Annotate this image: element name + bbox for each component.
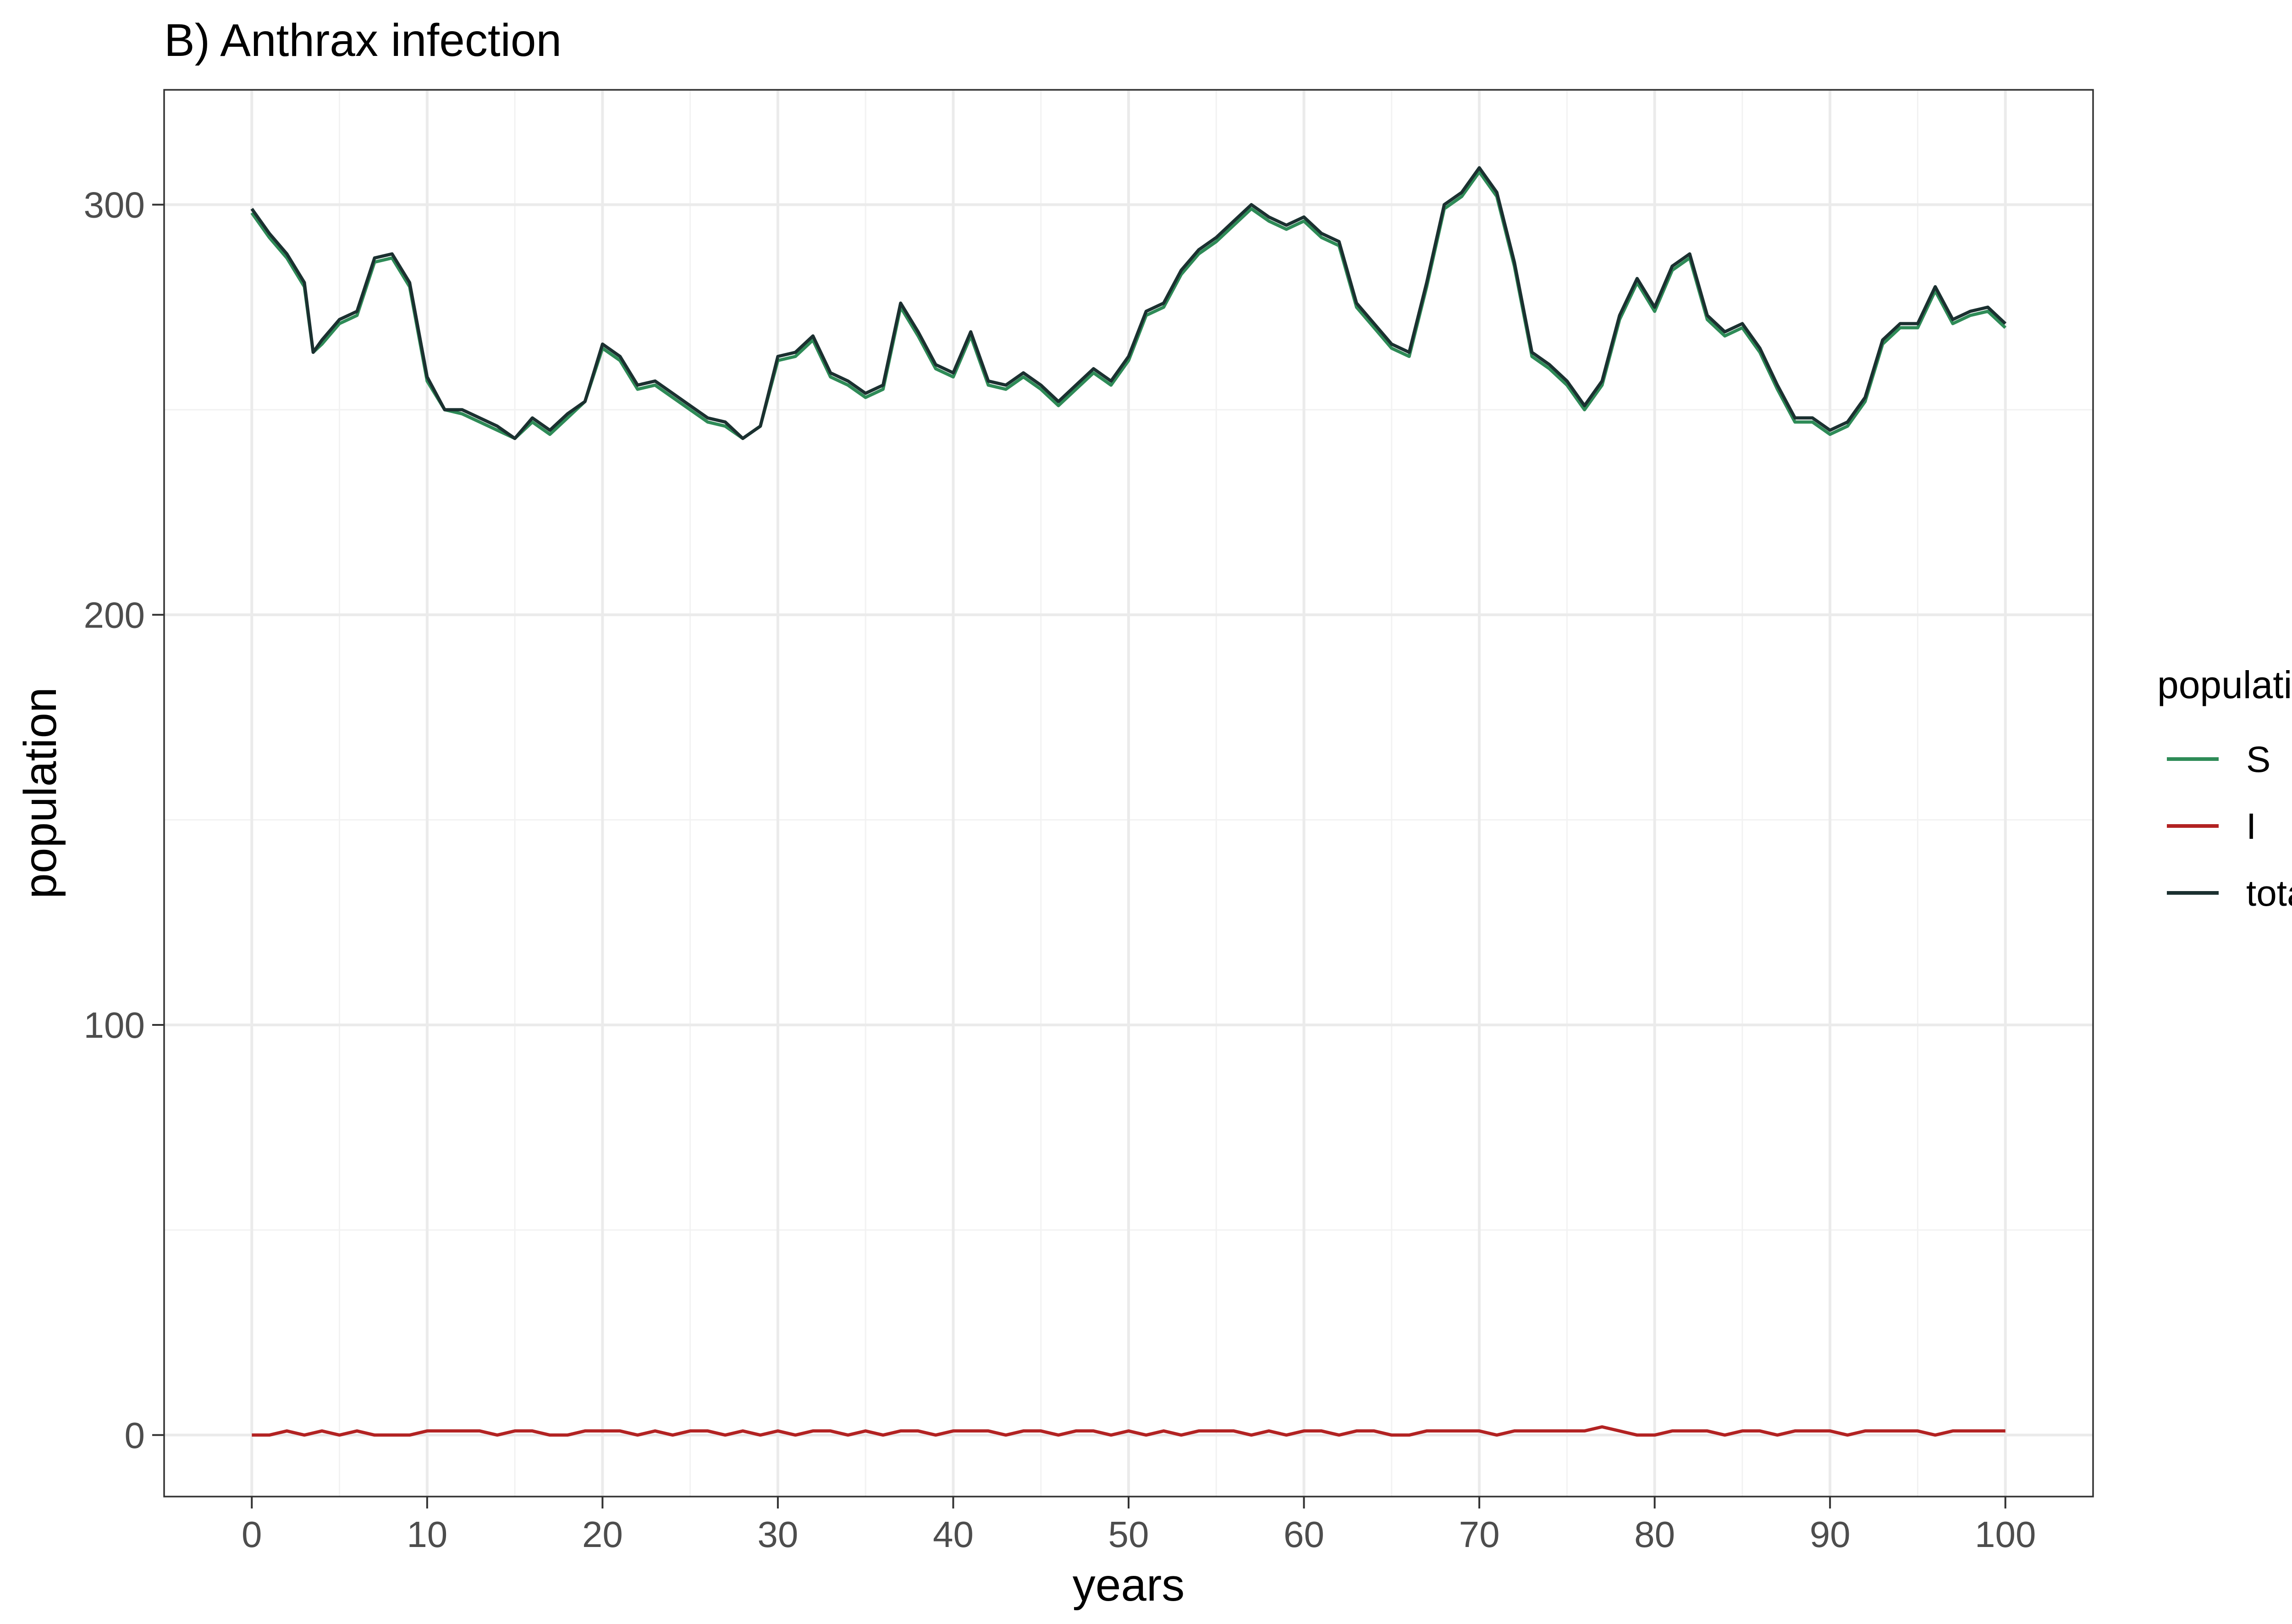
legend-label-S: S [2246, 739, 2270, 780]
grid [164, 90, 2093, 1497]
legend-label-total: total [2246, 873, 2292, 914]
series-line-S [250, 170, 2007, 440]
series-layer [250, 166, 2007, 1437]
x-tick-label: 100 [1975, 1514, 2036, 1555]
y-tick-label: 0 [125, 1415, 145, 1456]
x-tick-label: 90 [1810, 1514, 1851, 1555]
x-tick-label: 60 [1284, 1514, 1324, 1555]
y-tick-label: 300 [84, 185, 145, 226]
x-tick-label: 40 [933, 1514, 974, 1555]
legend: population SItotal [2157, 663, 2292, 914]
x-tick-label: 10 [407, 1514, 447, 1555]
legend-title: population [2157, 663, 2292, 706]
x-tick-label: 80 [1634, 1514, 1675, 1555]
chart-title: B) Anthrax infection [164, 15, 562, 66]
series-line-total [250, 166, 2007, 440]
x-tick-label: 20 [582, 1514, 623, 1555]
axis-ticks [152, 204, 2006, 1508]
y-axis-title: population [15, 687, 66, 899]
tick-labels: 0 10 20 30 40 50 60 70 80 90 100 0 100 200 300 [84, 185, 2036, 1555]
x-axis-title: years [1073, 1559, 1185, 1611]
x-tick-label: 0 [242, 1514, 262, 1555]
x-tick-label: 70 [1459, 1514, 1500, 1555]
x-tick-label: 50 [1108, 1514, 1149, 1555]
x-tick-label: 30 [757, 1514, 798, 1555]
legend-label-I: I [2246, 806, 2256, 847]
y-tick-label: 100 [84, 1005, 145, 1046]
series-line-I [252, 1425, 2006, 1437]
y-tick-label: 200 [84, 595, 145, 635]
